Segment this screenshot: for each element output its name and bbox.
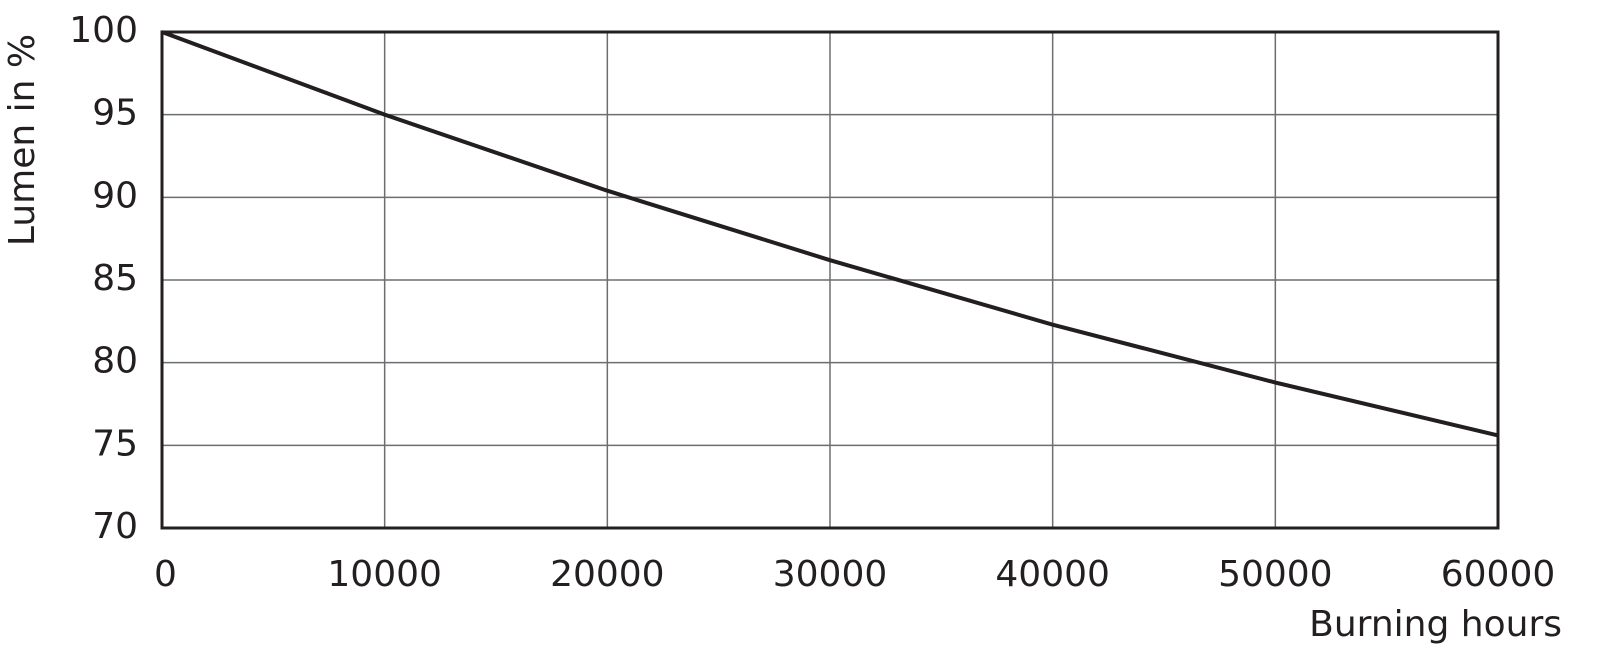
line bbox=[161, 30, 1499, 438]
x-tick-label: 30000 bbox=[773, 554, 888, 595]
x-tick-label: 0 bbox=[154, 554, 177, 595]
y-tick-label: 85 bbox=[92, 258, 138, 299]
y-tick-label: 75 bbox=[92, 423, 138, 464]
x-tick-label: 50000 bbox=[1218, 554, 1333, 595]
y-tick-label: 90 bbox=[92, 175, 138, 216]
y-tick-label: 80 bbox=[92, 341, 138, 382]
x-axis-label: Burning hours bbox=[1309, 604, 1562, 645]
y-tick-label: 95 bbox=[92, 93, 138, 134]
y-tick-label: 100 bbox=[69, 10, 138, 51]
plot-border bbox=[160, 30, 1500, 530]
y-tick-label: 70 bbox=[92, 506, 138, 547]
x-tick-label: 40000 bbox=[995, 554, 1110, 595]
x-tick-label: 10000 bbox=[327, 554, 442, 595]
y-axis-label: Lumen in % bbox=[2, 34, 43, 246]
x-tick-label: 20000 bbox=[550, 554, 665, 595]
x-tick-label: 60000 bbox=[1441, 554, 1556, 595]
